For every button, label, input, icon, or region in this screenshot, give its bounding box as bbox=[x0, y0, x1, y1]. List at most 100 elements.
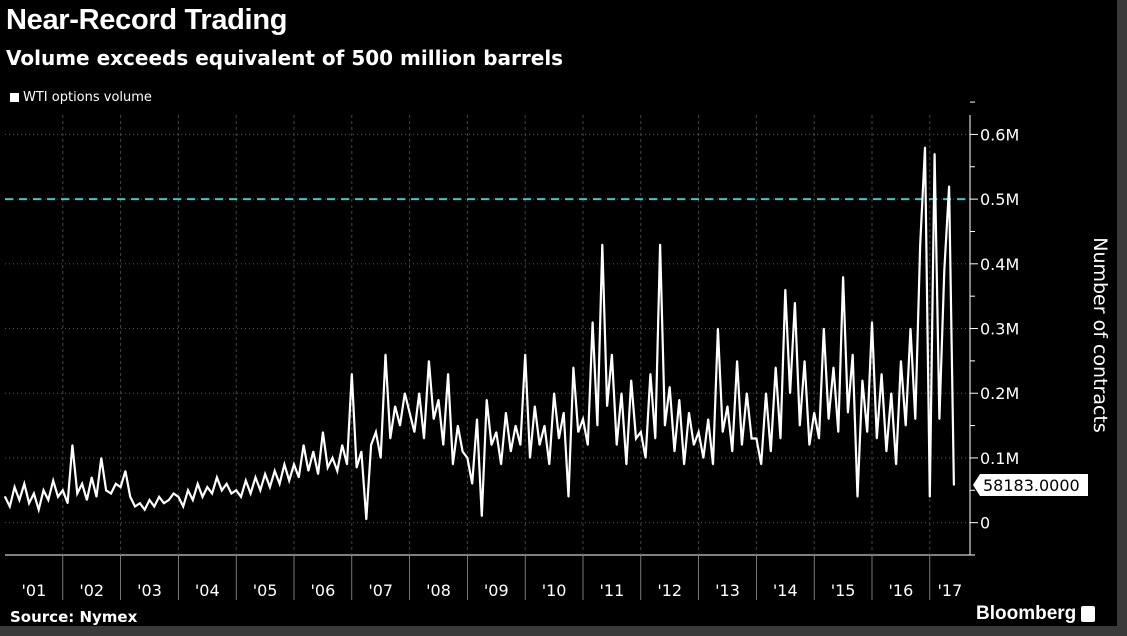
chart-subtitle: Volume exceeds equivalent of 500 million… bbox=[6, 46, 564, 70]
data-point bbox=[341, 444, 343, 446]
data-point bbox=[437, 398, 440, 401]
data-point bbox=[90, 476, 93, 479]
data-point bbox=[62, 489, 64, 492]
data-point bbox=[635, 437, 637, 440]
y-tick-label: 0.4M bbox=[980, 255, 1019, 274]
source-note: Source: Nymex bbox=[10, 608, 138, 626]
x-tick-label: '09 bbox=[484, 581, 509, 600]
data-point bbox=[249, 492, 252, 495]
data-point bbox=[370, 444, 372, 446]
data-point bbox=[562, 411, 565, 414]
data-point bbox=[394, 405, 396, 407]
data-point bbox=[269, 486, 271, 488]
data-point bbox=[938, 418, 941, 420]
data-point bbox=[842, 275, 844, 278]
data-point bbox=[245, 479, 247, 482]
data-point bbox=[770, 450, 772, 453]
data-point bbox=[119, 486, 122, 488]
data-point bbox=[28, 502, 30, 505]
x-tick-label: '16 bbox=[889, 581, 914, 600]
x-tick-label: '04 bbox=[195, 581, 220, 600]
data-point bbox=[692, 444, 695, 446]
data-point bbox=[4, 495, 6, 498]
data-point bbox=[731, 450, 734, 453]
data-point bbox=[129, 495, 132, 498]
data-point bbox=[818, 437, 820, 440]
data-point bbox=[514, 424, 517, 427]
data-point bbox=[428, 360, 430, 362]
data-point bbox=[466, 457, 469, 459]
data-point bbox=[953, 484, 955, 486]
last-value-label: 58183.0000 bbox=[983, 476, 1080, 495]
data-point bbox=[86, 499, 88, 501]
data-point bbox=[158, 495, 160, 498]
data-point bbox=[558, 437, 560, 440]
data-point bbox=[678, 398, 681, 401]
data-point bbox=[794, 301, 796, 304]
data-point bbox=[876, 437, 878, 440]
data-point bbox=[567, 495, 570, 498]
data-point bbox=[399, 424, 401, 427]
x-tick-label: '02 bbox=[79, 581, 104, 600]
plot-area: 0 0.1M 0.2M 0.3M 0.4M 0.5M 0.6M '01 '02 '03 '04 '05… bbox=[4, 101, 1088, 600]
data-point bbox=[351, 373, 353, 375]
data-point bbox=[808, 444, 811, 446]
data-point bbox=[832, 366, 835, 369]
data-point bbox=[615, 444, 618, 446]
data-point bbox=[490, 444, 493, 446]
data-point bbox=[649, 373, 652, 375]
data-point bbox=[201, 495, 204, 498]
y-tick-label: 0.6M bbox=[980, 125, 1019, 144]
data-point bbox=[326, 466, 329, 469]
data-point bbox=[456, 424, 459, 427]
data-point bbox=[100, 457, 103, 459]
data-point bbox=[591, 321, 594, 323]
chart-title: Near-Record Trading bbox=[6, 4, 288, 36]
data-point bbox=[741, 444, 743, 446]
x-tick-label: '03 bbox=[137, 581, 162, 600]
data-point bbox=[211, 492, 213, 495]
data-point bbox=[37, 508, 40, 511]
data-point bbox=[813, 411, 815, 414]
data-point bbox=[143, 508, 146, 511]
data-point bbox=[750, 437, 753, 440]
data-point bbox=[538, 444, 541, 446]
data-point bbox=[312, 450, 315, 453]
data-point bbox=[187, 489, 189, 492]
x-tick-label: '01 bbox=[22, 581, 47, 600]
data-point bbox=[134, 505, 136, 508]
data-point bbox=[273, 470, 276, 472]
chart-frame: Near-Record Trading Volume exceeds equiv… bbox=[0, 0, 1117, 626]
data-point bbox=[485, 398, 488, 401]
data-point bbox=[95, 495, 98, 498]
x-tick-label: '15 bbox=[831, 581, 856, 600]
data-point bbox=[534, 405, 536, 407]
data-point bbox=[216, 476, 218, 479]
data-point bbox=[13, 486, 16, 488]
data-point bbox=[447, 373, 449, 375]
data-point bbox=[442, 444, 445, 446]
data-point bbox=[823, 327, 825, 330]
data-point bbox=[572, 366, 575, 369]
data-point bbox=[543, 424, 546, 427]
data-point bbox=[847, 411, 849, 414]
data-point bbox=[919, 243, 921, 246]
y-tick-label: 0.3M bbox=[980, 320, 1019, 339]
data-point bbox=[620, 392, 623, 395]
data-point bbox=[774, 366, 777, 369]
data-point bbox=[683, 463, 685, 466]
data-point bbox=[712, 463, 714, 466]
data-point bbox=[885, 450, 888, 453]
data-point bbox=[52, 479, 54, 482]
data-point bbox=[933, 153, 936, 155]
data-point bbox=[509, 450, 512, 453]
x-tick-label: '11 bbox=[600, 581, 625, 600]
data-point bbox=[379, 457, 382, 459]
data-point bbox=[288, 479, 290, 482]
x-tick-label: '12 bbox=[657, 581, 682, 600]
data-point bbox=[172, 492, 175, 495]
data-point bbox=[827, 418, 830, 420]
data-point bbox=[688, 411, 690, 414]
data-point bbox=[307, 470, 310, 472]
data-point bbox=[302, 444, 305, 446]
